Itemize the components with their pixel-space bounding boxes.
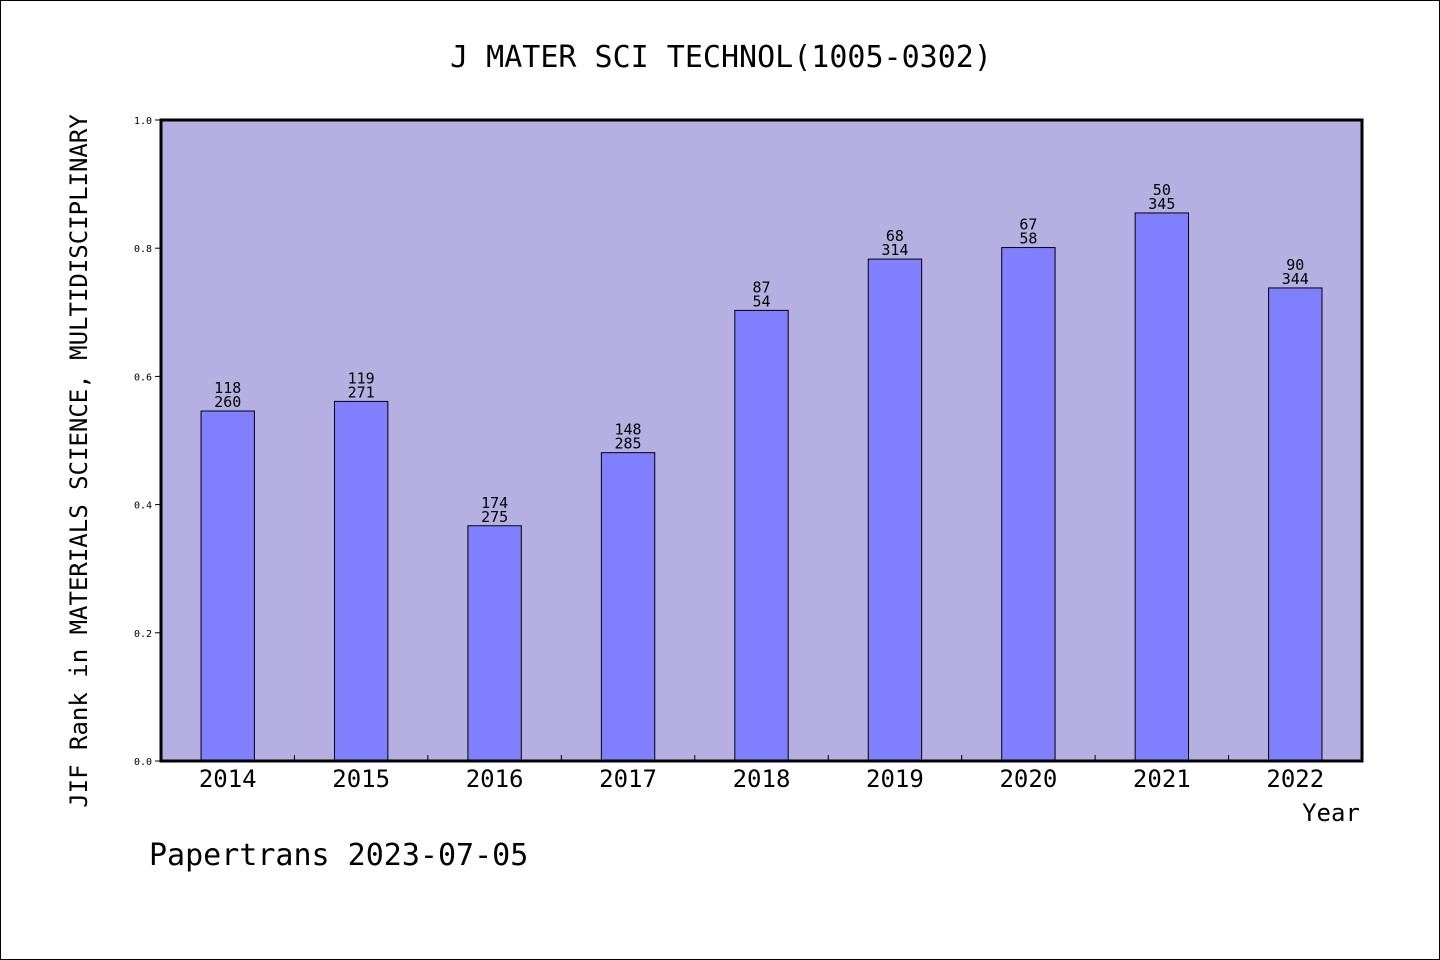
y-tick-label: 1.0 <box>134 116 152 127</box>
y-tick-label: 0.6 <box>134 372 152 383</box>
footer-watermark: Papertrans 2023-07-05 <box>149 838 528 873</box>
bar-total-label: 275 <box>481 508 508 526</box>
bar-2015 <box>333 400 389 762</box>
x-tick-label: 2019 <box>866 765 924 793</box>
y-axis-label: JIF Rank in MATERIALS SCIENCE, MULTIDISC… <box>65 114 93 808</box>
bar-2018 <box>734 309 789 762</box>
bar-2016 <box>467 525 522 762</box>
bar-rank-label: 68 <box>886 227 904 245</box>
y-tick-label: 0.4 <box>134 501 152 512</box>
bar-total-label: 314 <box>881 241 908 259</box>
bar-2021 <box>1134 212 1190 762</box>
bar-total-label: 271 <box>348 383 375 401</box>
bar-total-label: 260 <box>214 393 241 411</box>
y-tick-label: 0.8 <box>134 244 152 255</box>
bar-2014 <box>200 410 255 762</box>
bar-2017 <box>600 452 656 762</box>
x-tick-label: 2016 <box>466 765 524 793</box>
bar-rank-label: 148 <box>615 421 642 439</box>
bar-2020 <box>1001 247 1056 762</box>
plot-border <box>159 118 1364 763</box>
x-axis: 2014 2015 2016 2017 2018 2019 2020 2021 2022 <box>199 755 1324 793</box>
bar-total-label: 285 <box>615 435 642 453</box>
x-tick-label: 2021 <box>1133 765 1191 793</box>
bar-2022 <box>1268 287 1323 762</box>
bar-group: 1182601192711742751482858754683146758503… <box>200 181 1323 762</box>
bar-total-label: 344 <box>1282 270 1309 288</box>
bar-rank-label: 119 <box>348 369 375 387</box>
bar-total-label: 58 <box>1019 230 1037 248</box>
x-tick-label: 2022 <box>1266 765 1324 793</box>
y-axis: 0.0 0.2 0.4 0.6 0.8 1.0 <box>134 116 161 768</box>
x-tick-label: 2020 <box>999 765 1057 793</box>
x-axis-label: Year <box>1302 799 1360 827</box>
bar-2019 <box>867 258 923 762</box>
bar-rank-label: 87 <box>752 278 770 296</box>
x-tick-label: 2015 <box>332 765 390 793</box>
y-tick-label: 0.0 <box>134 757 152 768</box>
bar-rank-label: 174 <box>481 494 508 512</box>
bar-total-label: 345 <box>1148 195 1175 213</box>
bar-rank-label: 67 <box>1019 216 1037 234</box>
bar-rank-label: 90 <box>1286 256 1304 274</box>
bar-rank-label: 118 <box>214 379 241 397</box>
x-tick-label: 2018 <box>733 765 791 793</box>
x-tick-label: 2017 <box>599 765 657 793</box>
x-tick-label: 2014 <box>199 765 257 793</box>
chart-title: J MATER SCI TECHNOL(1005-0302) <box>450 40 992 75</box>
bar-rank-label: 50 <box>1153 181 1171 199</box>
y-tick-label: 0.2 <box>134 629 152 640</box>
bar-total-label: 54 <box>752 292 770 310</box>
